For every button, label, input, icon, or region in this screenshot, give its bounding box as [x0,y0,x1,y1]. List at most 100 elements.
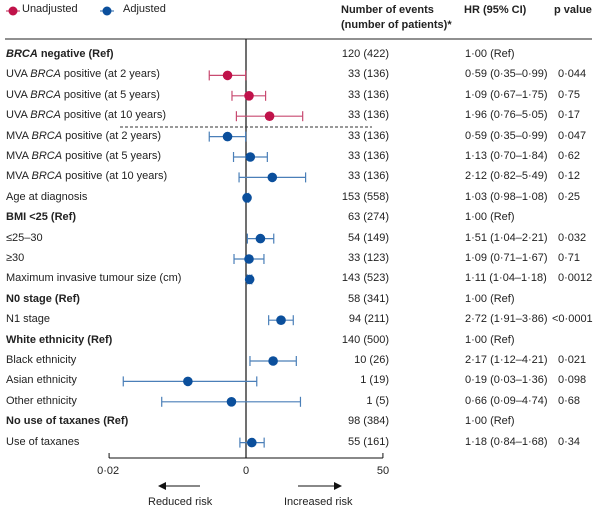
events-cell: 98 (384) [348,415,389,428]
hr-cell: 1·13 (0·70–1·84) [465,150,548,162]
hr-cell: 0·66 (0·09–4·74) [465,394,548,407]
hr-cell: 2·17 (1·12–4·21) [465,354,548,366]
hr-cell: 1·11 (1·04–1·18) [465,272,547,285]
hr-cell: 1·09 (0·71–1·67) [465,252,548,264]
events-cell: 140 (500) [341,333,389,346]
point-estimate [244,91,254,101]
hr-cell: 1·00 (Ref) [465,292,515,305]
events-cell: 120 (422) [341,48,389,60]
legend-unadjusted-label: Unadjusted [22,3,78,15]
events-cell: 33 (136) [348,68,389,81]
row-label: N1 stage [6,313,51,326]
events-cell: 1 (5) [366,394,389,407]
row-label-italic: BRCA [30,109,61,122]
x-tick-label: 0·02 [97,465,120,477]
events-cell: 143 (523) [341,272,389,285]
events-cell: 33 (136) [348,109,389,122]
events-cell: 58 (341) [348,292,389,305]
p-value-cell: 0·17 [558,109,581,122]
p-value-cell: 0·25 [558,190,581,203]
events-cell: 55 (161) [348,435,389,448]
hr-cell: 1·18 (0·84–1·68) [465,435,548,448]
row-label: Black ethnicity [6,354,77,366]
p-value-cell: 0·0012 [558,272,593,285]
legend-adjusted-label: Adjusted [123,3,166,15]
p-value-cell: 0·044 [558,68,587,81]
point-estimate [255,233,266,244]
increased-risk-label: Increased risk [284,496,353,508]
hr-cell: 1·00 (Ref) [465,415,515,428]
row-label: White ethnicity (Ref) [6,333,113,346]
hr-cell: 1·09 (0·67–1·75) [465,88,548,101]
row-label: MVA BRCA positive (at 5 years) [6,150,162,162]
row-label: ≥30 [6,252,25,264]
hr-cell: 1·96 (0·76–5·05) [465,109,548,122]
row-label: Maximum invasive tumour size (cm) [6,272,182,285]
row-label: Other ethnicity [6,394,77,407]
events-cell: 33 (136) [348,170,389,183]
p-value-cell: 0·032 [558,231,587,244]
row-label: UVA BRCA positive (at 5 years) [6,88,160,101]
events-cell: 33 (136) [348,88,389,101]
increased-risk-arrowhead [334,482,342,490]
point-estimate [246,437,257,448]
point-estimate [222,70,233,81]
hr-cell: 0·59 (0·35–0·99) [465,68,548,81]
events-cell: 10 (26) [354,354,389,366]
point-estimate [226,397,237,407]
p-value-cell: 0·68 [558,394,581,407]
row-label: MVA BRCA positive (at 2 years) [6,129,162,142]
hr-cell: 0·19 (0·03–1·36) [465,374,548,387]
point-estimate [242,193,252,203]
p-value-cell: 0·047 [558,129,587,142]
events-cell: 33 (136) [348,129,389,142]
events-header-line2: (number of patients)* [341,19,452,31]
x-tick-label: 50 [376,465,390,477]
events-cell: 94 (211) [348,313,389,326]
row-label: Age at diagnosis [6,190,88,203]
events-cell: 54 (149) [348,231,389,244]
events-cell: 33 (136) [348,150,389,162]
p-value-cell: 0·098 [558,374,587,387]
hr-cell: 1·03 (0·98–1·08) [465,190,548,203]
reduced-risk-label: Reduced risk [148,496,213,508]
point-estimate [222,131,233,142]
p-value-cell: 0·12 [558,170,581,183]
row-label-italic: BRCA [6,48,38,60]
point-estimate [245,152,256,162]
row-label-italic: BRCA [31,170,63,183]
hr-cell: 1·00 (Ref) [465,211,515,224]
hr-cell: 1·51 (1·04–2·21) [465,231,548,244]
point-estimate [244,254,254,264]
hr-header: HR (95% CI) [464,4,527,16]
legend-unadjusted-marker [8,6,18,16]
events-cell: 33 (123) [348,252,389,264]
point-estimate [276,315,286,326]
row-label: ≤25–30 [6,231,43,244]
events-cell: 153 (558) [341,190,389,203]
row-label-italic: BRCA [31,129,63,142]
row-label: UVA BRCA positive (at 10 years) [6,109,166,122]
row-label: N0 stage (Ref) [6,292,80,305]
events-header-line1: Number of events [341,4,434,16]
p-value-cell: 0·021 [558,354,587,366]
row-label: BRCA negative (Ref) [6,48,114,60]
row-label: No use of taxanes (Ref) [6,415,129,428]
p-value-header: p value [554,4,592,16]
point-estimate [183,376,193,387]
point-estimate [268,356,278,366]
hr-cell: 1·00 (Ref) [465,333,515,346]
row-label-italic: BRCA [30,68,61,81]
p-value-cell: 0·34 [558,435,581,448]
legend-adjusted-marker [102,6,112,16]
p-value-cell: 0·75 [558,88,581,101]
row-label: Asian ethnicity [6,374,77,387]
hr-cell: 2·12 (0·82–5·49) [465,170,548,183]
p-value-cell: 0·62 [558,150,581,162]
p-value-cell: 0·71 [558,252,581,264]
point-estimate [267,172,278,183]
row-label: BMI <25 (Ref) [6,211,76,224]
reduced-risk-arrowhead [158,482,166,490]
